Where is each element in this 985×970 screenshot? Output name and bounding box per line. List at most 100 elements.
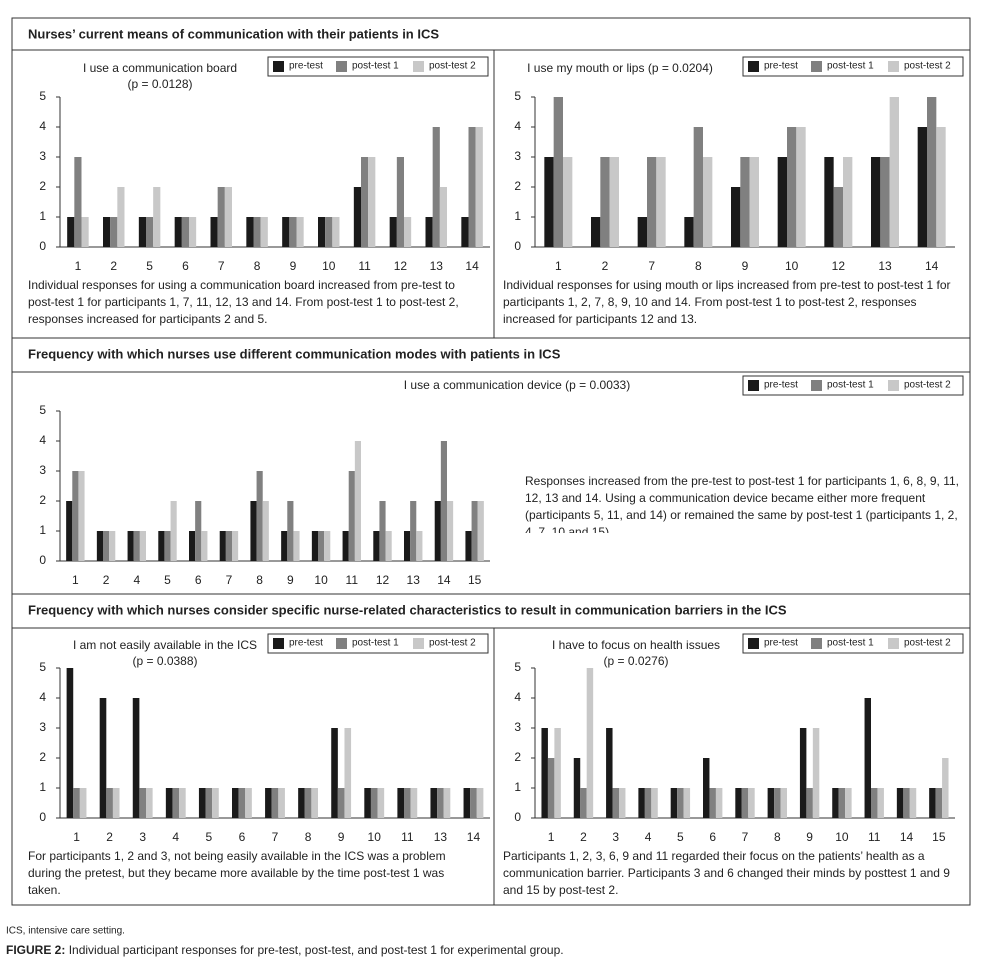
bar [265, 788, 272, 818]
y-tick-label: 0 [514, 810, 521, 824]
bar [212, 788, 219, 818]
bar [396, 157, 404, 247]
bar [289, 217, 297, 247]
bar [864, 698, 871, 818]
bar [929, 788, 936, 818]
bar [195, 501, 202, 561]
bar [812, 728, 820, 818]
bar [245, 788, 252, 818]
bar [573, 758, 581, 818]
x-tick-label: 9 [290, 259, 297, 273]
y-tick-label: 5 [514, 660, 521, 674]
legend-label: post-test 2 [429, 61, 476, 72]
bar [735, 788, 742, 818]
bar [219, 531, 226, 561]
bar [344, 728, 352, 818]
annotation: Responses increased from the pre-test to… [525, 474, 959, 533]
bar [425, 217, 433, 247]
bar [612, 788, 619, 818]
bar [430, 788, 438, 818]
x-tick-label: 2 [106, 830, 113, 844]
annotation-box: Individual responses for using a communi… [28, 278, 459, 326]
bar [337, 788, 345, 818]
x-tick-label: 10 [322, 259, 336, 273]
x-tick-label: 1 [555, 259, 562, 273]
legend-box [742, 375, 964, 396]
bar [224, 187, 232, 247]
bar [439, 187, 447, 247]
bar [96, 531, 103, 561]
legend-label: pre-test [764, 638, 798, 649]
x-tick-label: 6 [239, 830, 246, 844]
y-tick-label: 3 [514, 720, 521, 734]
bar [368, 157, 376, 247]
bar [377, 788, 385, 818]
x-tick-label: 11 [358, 259, 371, 273]
bar [198, 788, 206, 818]
legend-label: post-test 1 [827, 638, 874, 649]
x-tick-label: 5 [206, 830, 213, 844]
bar [132, 698, 140, 818]
bar [318, 531, 325, 561]
bar [547, 758, 555, 818]
bar [644, 788, 652, 818]
bar [397, 788, 404, 818]
bar [256, 471, 263, 561]
bar [110, 217, 118, 247]
bar [443, 788, 451, 818]
bar [871, 788, 878, 818]
x-tick-label: 15 [468, 573, 482, 587]
x-tick-label: 8 [256, 573, 263, 587]
legend-label: pre-test [764, 380, 798, 391]
x-tick-label: 7 [218, 259, 225, 273]
bar [253, 217, 261, 247]
bar [799, 728, 807, 818]
bar [774, 788, 781, 818]
x-tick-label: 13 [878, 259, 892, 273]
bar [871, 157, 881, 247]
section-title: Nurses’ current means of communication w… [28, 26, 439, 41]
x-tick-label: 2 [580, 830, 587, 844]
bar [73, 788, 80, 818]
bar [318, 217, 326, 247]
legend-swatch [888, 380, 899, 391]
bar [139, 531, 146, 561]
annotation-box: For participants 1, 2 and 3, not being e… [28, 849, 446, 897]
bar [563, 157, 573, 247]
bar [777, 157, 787, 247]
bar [909, 788, 917, 818]
bar [845, 788, 852, 818]
bar [103, 531, 110, 561]
x-tick-label: 5 [146, 259, 153, 273]
bar [553, 97, 563, 247]
bar [936, 127, 946, 247]
x-tick-label: 7 [226, 573, 233, 587]
x-tick-label: 5 [677, 830, 684, 844]
y-tick-label: 1 [39, 209, 46, 223]
bar [331, 728, 338, 818]
bar [189, 217, 197, 247]
bar [741, 788, 749, 818]
x-tick-label: 8 [305, 830, 312, 844]
bar [281, 531, 288, 561]
x-tick-label: 14 [467, 830, 481, 844]
bar [935, 788, 943, 818]
bar [133, 531, 140, 561]
legend-swatch [811, 61, 822, 72]
bar [379, 501, 386, 561]
bar [586, 668, 594, 818]
bar [461, 217, 469, 247]
bar [348, 471, 355, 561]
bar [806, 788, 813, 818]
bar [787, 127, 797, 247]
bar [637, 217, 647, 247]
bar [780, 788, 787, 818]
chart-title: I use a communication device (p = 0.0033… [404, 378, 630, 392]
legend-swatch [748, 380, 759, 391]
bar [731, 187, 741, 247]
caption: FIGURE 2: Individual participant respons… [6, 943, 564, 957]
outer-frame [11, 17, 971, 906]
x-tick-label: 9 [806, 830, 813, 844]
legend-swatch [888, 638, 899, 649]
y-tick-label: 1 [39, 780, 46, 794]
